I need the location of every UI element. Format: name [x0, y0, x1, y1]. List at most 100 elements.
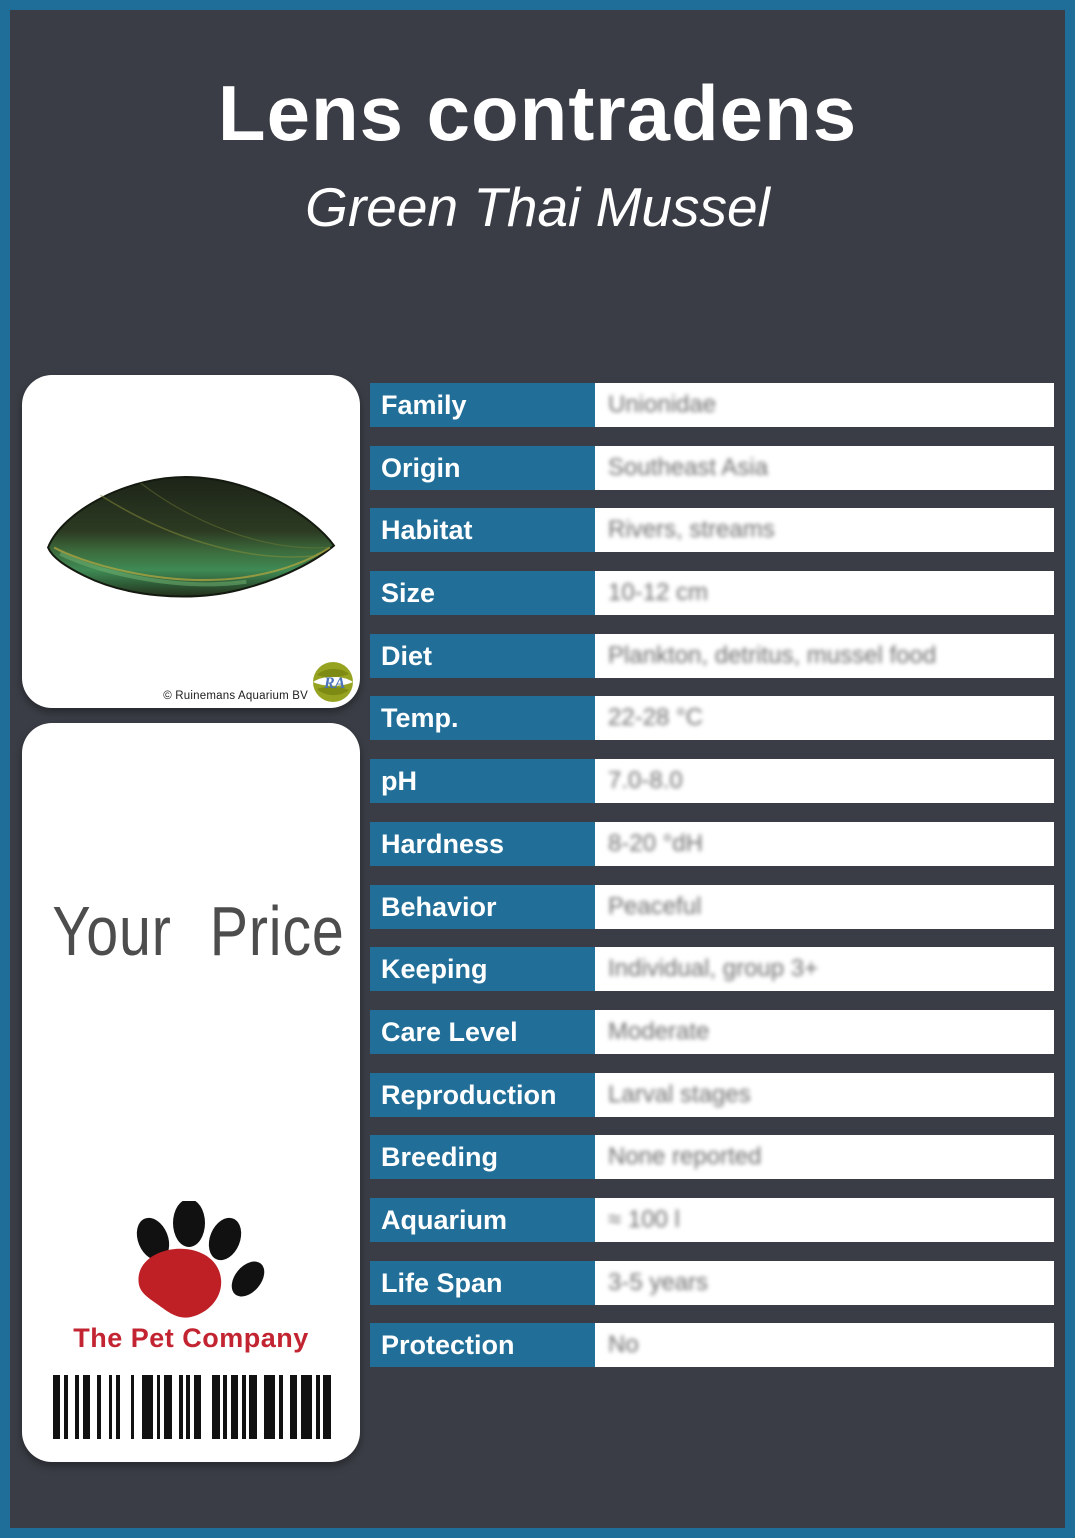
barcode-bar [290, 1375, 298, 1439]
photo-card: RA © Ruinemans Aquarium BV [22, 375, 360, 708]
table-row: Habitat Rivers, streams [370, 508, 1054, 553]
barcode-bar [141, 1375, 154, 1439]
barcode-space [134, 1375, 141, 1439]
table-row: Behavior Peaceful [370, 884, 1054, 929]
row-value-text: Plankton, detritus, mussel food [608, 641, 937, 669]
barcode-space [68, 1375, 75, 1439]
row-value-text: 10-12 cm [608, 579, 709, 607]
barcode-bar [212, 1375, 220, 1439]
row-value: Southeast Asia [595, 445, 1054, 490]
spec-table: Family Unionidae Origin Southeast Asia Habit… [370, 383, 1054, 1386]
row-value-text: Southeast Asia [608, 453, 769, 481]
barcode-bar [193, 1375, 202, 1439]
row-value-text: 7.0-8.0 [608, 767, 683, 795]
price-card: Your Price The Pet Company [22, 723, 360, 1462]
table-row: Keeping Individual, group 3+ [370, 947, 1054, 992]
row-label: Diet [370, 633, 595, 678]
table-row: Protection No [370, 1323, 1054, 1368]
barcode-bar [323, 1375, 331, 1439]
row-label: Breeding [370, 1135, 595, 1180]
barcode-bar [53, 1375, 61, 1439]
row-label: Keeping [370, 947, 595, 992]
row-value: Peaceful [595, 884, 1054, 929]
row-value: Rivers, streams [595, 508, 1054, 553]
barcode-bar [249, 1375, 257, 1439]
row-value: 3-5 years [595, 1260, 1054, 1305]
row-label: Family [370, 383, 595, 427]
mussel-photo [40, 453, 342, 623]
table-row: Diet Plankton, detritus, mussel food [370, 633, 1054, 678]
row-value-text: None reported [608, 1143, 762, 1171]
barcode-bar [230, 1375, 239, 1439]
row-value-text: Larval stages [608, 1080, 751, 1108]
row-label: Behavior [370, 884, 595, 929]
row-label: Habitat [370, 508, 595, 553]
barcode-bar [75, 1375, 79, 1439]
barcode-space [90, 1375, 97, 1439]
photo-copyright: © Ruinemans Aquarium BV [163, 690, 308, 702]
row-value-text: 3-5 years [608, 1268, 709, 1296]
row-value-text: Unionidae [608, 391, 717, 418]
row-label: Aquarium [370, 1197, 595, 1242]
barcode-bar [223, 1375, 228, 1439]
row-value: No [595, 1323, 1054, 1368]
barcode-bar [178, 1375, 183, 1439]
table-row: Family Unionidae [370, 383, 1054, 427]
label-background: Lens contradens Green Thai Mussel [10, 10, 1065, 1528]
ruinemans-aquarium-logo: RA [313, 662, 353, 702]
row-label: pH [370, 759, 595, 804]
table-row: pH 7.0-8.0 [370, 759, 1054, 804]
table-row: Breeding None reported [370, 1135, 1054, 1180]
row-label: Size [370, 571, 595, 616]
row-value: ≈ 100 l [595, 1197, 1054, 1242]
barcode-bar [108, 1375, 113, 1439]
row-value-text: Rivers, streams [608, 516, 775, 544]
row-value-text: 8-20 °dH [608, 829, 703, 857]
row-value-text: 22-28 °C [608, 704, 703, 732]
row-value: Individual, group 3+ [595, 947, 1054, 992]
paw-print-icon [136, 1199, 265, 1318]
row-value-text: ≈ 100 l [608, 1205, 680, 1233]
common-name-subtitle: Green Thai Mussel [305, 176, 770, 238]
barcode-bar [264, 1375, 276, 1439]
row-value: Moderate [595, 1009, 1054, 1054]
row-value: 22-28 °C [595, 696, 1054, 741]
price-placeholder: Your Price [52, 892, 345, 970]
row-value-text: Moderate [608, 1017, 710, 1045]
barcode-space [101, 1375, 108, 1439]
row-value: 7.0-8.0 [595, 759, 1054, 804]
barcode-space [257, 1375, 264, 1439]
barcode-bar [241, 1375, 246, 1439]
barcode [53, 1375, 331, 1439]
table-row: Aquarium ≈ 100 l [370, 1197, 1054, 1242]
table-row: Life Span 3-5 years [370, 1260, 1054, 1305]
row-value: 10-12 cm [595, 571, 1054, 616]
row-label: Hardness [370, 821, 595, 866]
barcode-bar [164, 1375, 172, 1439]
row-label: Protection [370, 1323, 595, 1368]
barcode-bar [278, 1375, 283, 1439]
barcode-bar [316, 1375, 320, 1439]
mussel-illustration [46, 476, 336, 598]
row-value: None reported [595, 1135, 1054, 1180]
svg-text:RA: RA [323, 675, 346, 692]
barcode-space [172, 1375, 179, 1439]
barcode-bar [301, 1375, 313, 1439]
barcode-bar [115, 1375, 120, 1439]
paw-logo [22, 1199, 360, 1328]
row-value: Plankton, detritus, mussel food [595, 633, 1054, 678]
species-title: Lens contradens [217, 69, 858, 157]
barcode-space [201, 1375, 212, 1439]
brand-name: The Pet Company [73, 1323, 309, 1353]
barcode-space [283, 1375, 290, 1439]
barcode-bar [130, 1375, 135, 1439]
row-value-text: Individual, group 3+ [608, 955, 819, 983]
row-value: Unionidae [595, 383, 1054, 427]
row-value: 8-20 °dH [595, 821, 1054, 866]
row-value-text: No [608, 1331, 639, 1359]
barcode-space [120, 1375, 131, 1439]
barcode-bar [186, 1375, 191, 1439]
row-label: Origin [370, 445, 595, 490]
barcode-bar [97, 1375, 102, 1439]
